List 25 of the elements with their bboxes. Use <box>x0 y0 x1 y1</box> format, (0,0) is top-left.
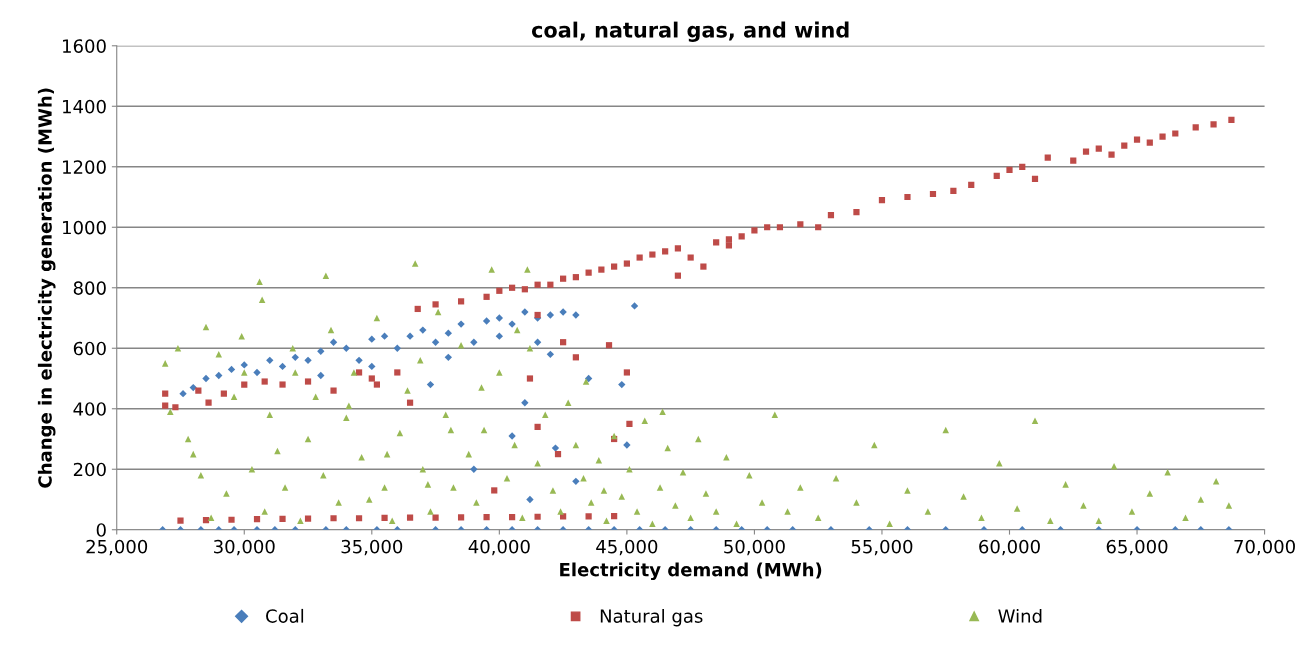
y-tick-label: 200 <box>73 462 106 477</box>
x-tick-label: 70,000 <box>1234 539 1295 556</box>
x-tick-label: 65,000 <box>1106 539 1168 556</box>
y-tick-label: 800 <box>73 281 106 295</box>
x-tick-label: 25,000 <box>86 539 148 556</box>
y-axis-title: Change in electricity generation (MWh) <box>37 88 56 488</box>
y-tick-label: 1000 <box>63 220 106 235</box>
x-tick-label: 35,000 <box>341 539 403 556</box>
y-tick-label: 600 <box>73 341 106 356</box>
y-tick-label: 0 <box>96 523 106 537</box>
x-axis-title: Electricity demand (MWh) <box>560 562 822 581</box>
x-tick-label: 45,000 <box>596 539 658 556</box>
y-tick-label: 1600 <box>63 39 106 53</box>
x-tick-label: 30,000 <box>214 539 275 556</box>
y-tick-label: 1400 <box>63 99 106 114</box>
x-tick-label: 40,000 <box>468 539 530 556</box>
x-tick-label: 50,000 <box>724 539 785 556</box>
x-tick-label: 55,000 <box>851 539 913 556</box>
x-tick-label: 60,000 <box>979 539 1040 556</box>
legend-label: Coal <box>266 608 304 623</box>
y-tick-label: 400 <box>73 402 106 416</box>
legend-label: Wind <box>998 608 1042 623</box>
y-tick-label: 1200 <box>63 160 106 174</box>
chart-title: coal, natural gas, and wind <box>531 21 849 42</box>
legend-label: Natural gas <box>600 608 703 627</box>
